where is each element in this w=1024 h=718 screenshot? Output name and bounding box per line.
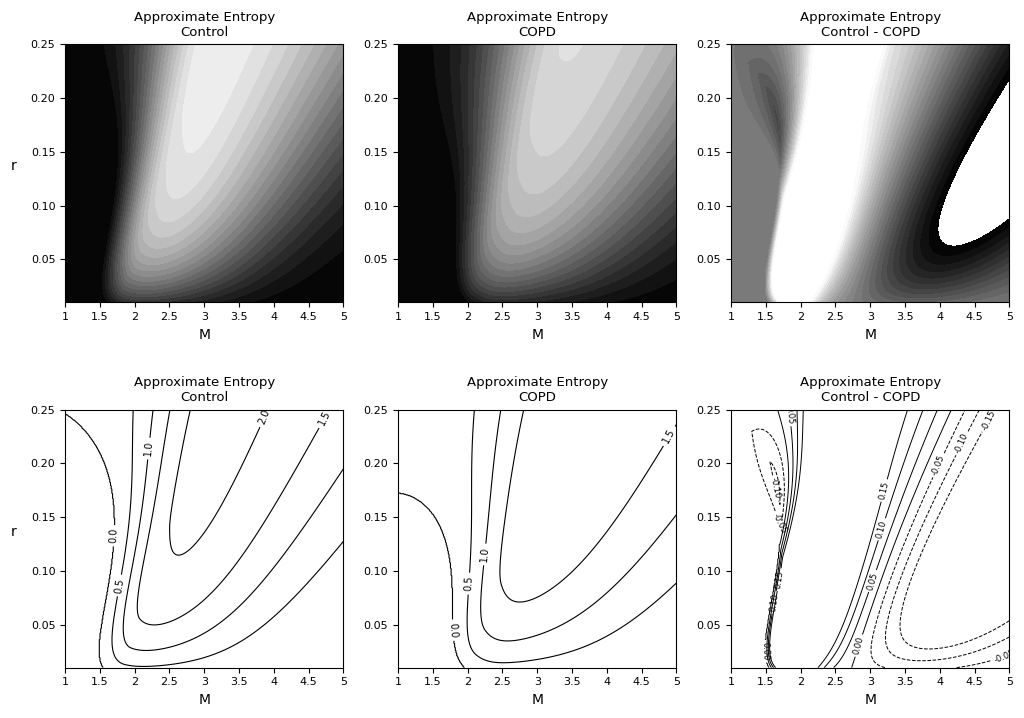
Text: 1.0: 1.0 xyxy=(479,546,490,562)
Text: -0.10: -0.10 xyxy=(769,477,782,500)
Text: -0.05: -0.05 xyxy=(770,512,787,535)
Text: -0.10: -0.10 xyxy=(953,432,971,455)
X-axis label: M: M xyxy=(864,327,877,342)
Text: -0.05: -0.05 xyxy=(993,648,1016,664)
X-axis label: M: M xyxy=(199,327,210,342)
X-axis label: M: M xyxy=(531,327,544,342)
Text: 0.0: 0.0 xyxy=(109,528,119,544)
Text: 0.10: 0.10 xyxy=(876,519,889,539)
Text: 0.15: 0.15 xyxy=(878,480,891,500)
Text: 0.05: 0.05 xyxy=(784,406,795,424)
Title: Approximate Entropy
Control: Approximate Entropy Control xyxy=(134,11,274,39)
Text: 0.00: 0.00 xyxy=(852,635,865,656)
Text: 1.0: 1.0 xyxy=(143,441,155,457)
Y-axis label: r: r xyxy=(11,159,16,174)
Text: 0.0: 0.0 xyxy=(447,623,459,638)
Title: Approximate Entropy
Control: Approximate Entropy Control xyxy=(134,376,274,404)
Text: 2.0: 2.0 xyxy=(257,408,272,426)
Text: 0.5: 0.5 xyxy=(114,577,126,594)
Title: Approximate Entropy
COPD: Approximate Entropy COPD xyxy=(467,11,608,39)
Text: 0.05: 0.05 xyxy=(865,571,880,591)
Y-axis label: r: r xyxy=(11,525,16,538)
Text: 0.10: 0.10 xyxy=(768,592,780,612)
Text: 0.00: 0.00 xyxy=(761,642,770,661)
Text: 0.15: 0.15 xyxy=(773,570,785,589)
Text: 1.5: 1.5 xyxy=(662,427,677,445)
Text: -0.05: -0.05 xyxy=(931,454,946,477)
X-axis label: M: M xyxy=(864,693,877,707)
Title: Approximate Entropy
Control - COPD: Approximate Entropy Control - COPD xyxy=(800,11,941,39)
Text: 1.5: 1.5 xyxy=(316,409,333,427)
Title: Approximate Entropy
COPD: Approximate Entropy COPD xyxy=(467,376,608,404)
X-axis label: M: M xyxy=(199,693,210,707)
Text: -0.15: -0.15 xyxy=(980,409,997,432)
Text: 0.5: 0.5 xyxy=(464,576,474,592)
Title: Approximate Entropy
Control - COPD: Approximate Entropy Control - COPD xyxy=(800,376,941,404)
X-axis label: M: M xyxy=(531,693,544,707)
